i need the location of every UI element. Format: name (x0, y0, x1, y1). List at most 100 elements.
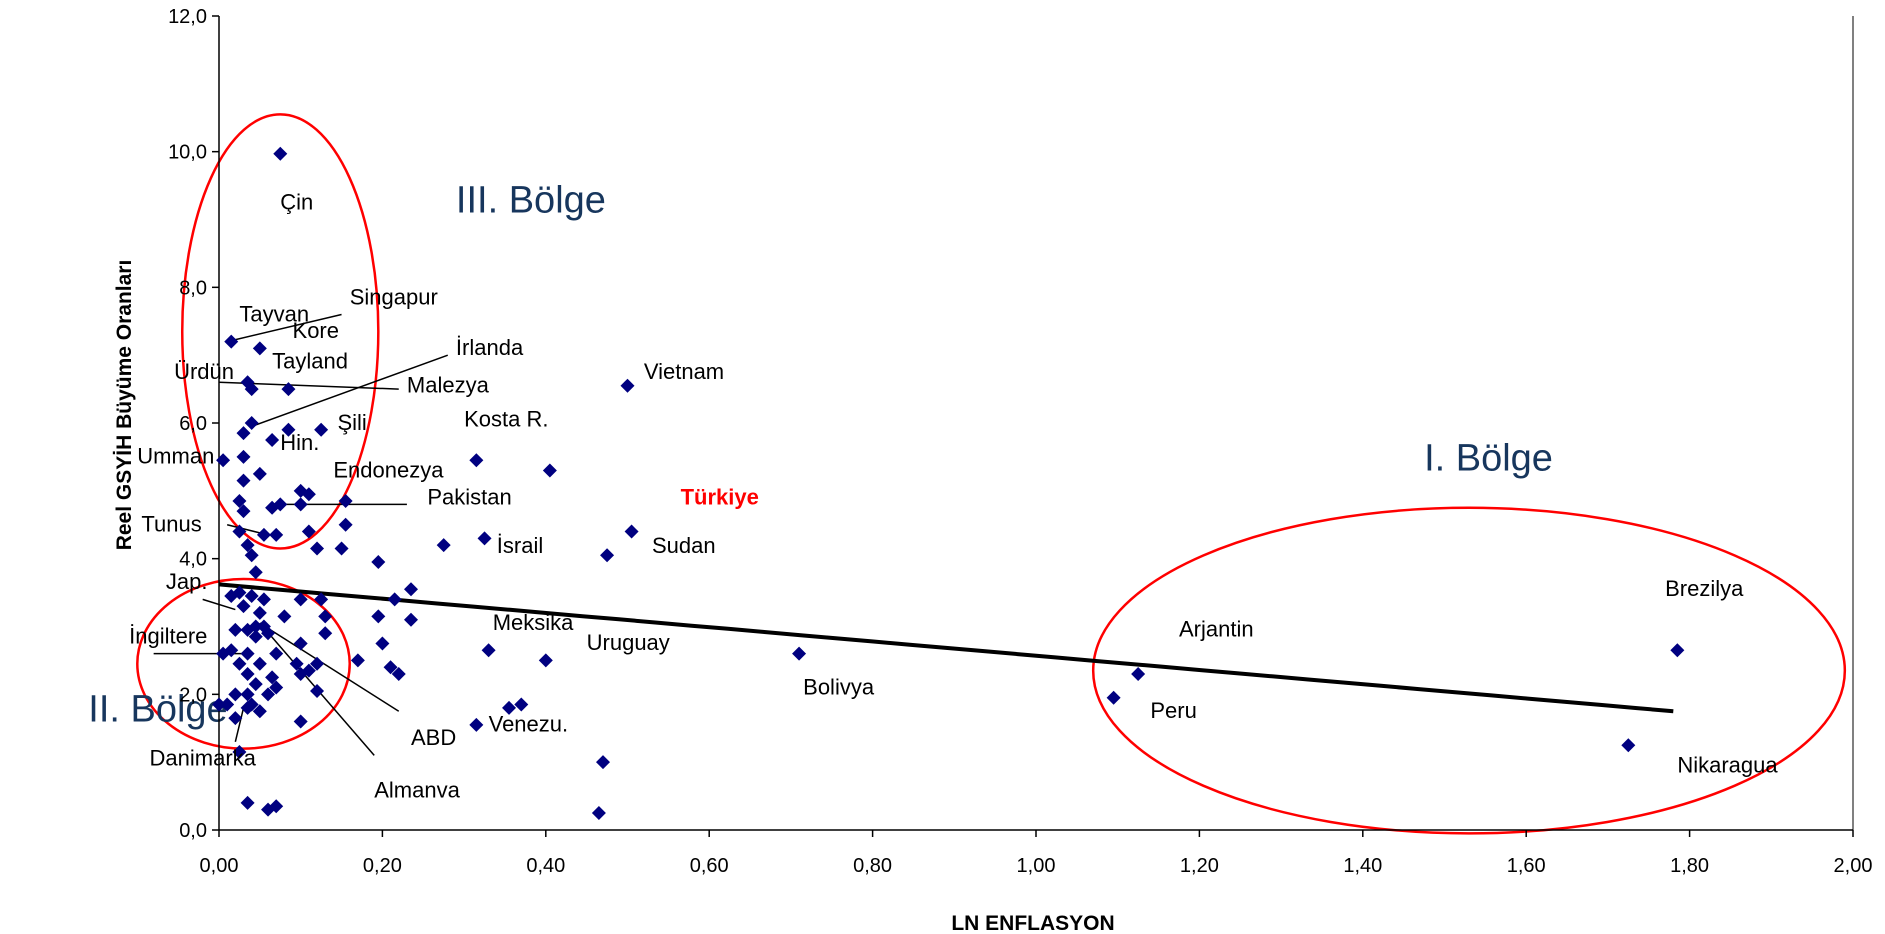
data-point (310, 683, 325, 698)
data-point (371, 609, 386, 624)
country-label: İrlanda (456, 335, 524, 360)
x-tick-label: 1,00 (1017, 855, 1056, 877)
data-point (232, 656, 247, 671)
country-label: Peru (1150, 698, 1196, 723)
country-label: Danimarka (150, 746, 257, 771)
country-label: Brezilya (1665, 576, 1744, 601)
y-tick-label: 6,0 (179, 413, 207, 435)
x-tick-label: 0,20 (363, 855, 402, 877)
data-point (252, 656, 267, 671)
data-point (436, 538, 451, 553)
data-point (252, 704, 267, 719)
data-point (236, 449, 251, 464)
data-point (293, 636, 308, 651)
data-point (314, 422, 329, 437)
x-tick-label: 0,60 (690, 855, 729, 877)
connector-line (234, 707, 245, 742)
data-point (371, 555, 386, 570)
data-point (338, 517, 353, 532)
data-point (281, 422, 296, 437)
regions-layer: III. Bölge II. Bölge I. Bölge (88, 113, 1847, 835)
country-label: Almanva (374, 777, 460, 802)
data-point (224, 334, 239, 349)
y-tick-label: 2,0 (179, 684, 207, 706)
data-point (244, 416, 259, 430)
country-label: Tunus (141, 512, 201, 537)
data-point (514, 697, 529, 712)
data-point (481, 643, 496, 658)
data-point (269, 680, 284, 695)
data-point (403, 582, 418, 597)
country-label: Jap. (166, 569, 208, 594)
country-label: İngiltere (129, 623, 207, 648)
x-tick-label: 1,60 (1507, 855, 1546, 877)
data-point (232, 524, 247, 539)
data-point (265, 670, 280, 685)
country-label: Pakistan (427, 484, 511, 509)
connector-line (251, 354, 449, 428)
data-point (318, 626, 333, 641)
data-point (240, 646, 255, 661)
data-point (248, 629, 263, 644)
country-label: Uruguay (587, 630, 670, 655)
data-point (318, 609, 333, 624)
x-tick-label: 0,40 (526, 855, 565, 877)
country-label: Singapur (350, 284, 438, 309)
data-point (338, 494, 353, 509)
data-point (265, 432, 280, 447)
data-point (469, 453, 484, 468)
country-label: Bolivya (803, 674, 875, 699)
data-point (334, 541, 349, 556)
data-point (542, 463, 557, 478)
country-label: Hin. (280, 430, 319, 455)
data-point (1621, 738, 1636, 753)
y-axis-title: Reel GSYİH Büyüme Oranları (113, 260, 136, 551)
data-point (1670, 643, 1685, 658)
data-point (240, 622, 255, 637)
data-point (269, 646, 284, 661)
y-tick-label: 0,0 (179, 820, 207, 842)
data-point (248, 565, 263, 580)
data-point (244, 588, 259, 603)
data-point (387, 592, 402, 607)
data-point (228, 622, 243, 637)
x-tick-label: 1,20 (1180, 855, 1219, 877)
data-point (477, 531, 492, 546)
country-label: Tayland (272, 349, 348, 374)
data-point (383, 660, 398, 675)
country-labels: Çin Tayvan Singapur Kore İrlanda Tayland Ürdün… (129, 189, 1778, 802)
data-point (269, 799, 284, 814)
data-point (252, 605, 267, 620)
data-point (1106, 690, 1121, 705)
y-tick-label: 12,0 (168, 6, 207, 28)
data-point (469, 717, 484, 732)
data-point (261, 687, 276, 702)
data-point (216, 453, 231, 468)
country-label: Sudan (652, 533, 716, 558)
data-point (252, 466, 267, 481)
data-point (620, 378, 635, 393)
y-tick-label: 10,0 (168, 142, 207, 164)
data-point (236, 473, 251, 488)
data-point (350, 653, 365, 668)
country-label: Ürdün (174, 359, 234, 384)
data-point (301, 487, 316, 502)
axes: 0,00 0,20 0,40 0,60 0,80 1,00 1,20 1,40 1,60 1,80… (168, 6, 1872, 877)
country-label: Kore (293, 318, 339, 343)
data-point (220, 697, 235, 712)
y-tick-label: 4,0 (179, 549, 207, 571)
data-point (403, 612, 418, 627)
region-label: II. Bölge (88, 688, 227, 730)
data-point (293, 497, 308, 512)
data-points (212, 146, 1685, 821)
country-label: Şili (337, 410, 366, 435)
x-tick-label: 1,80 (1670, 855, 1709, 877)
y-tick-label: 8,0 (179, 277, 207, 299)
data-point (248, 677, 263, 692)
data-point (591, 806, 606, 821)
data-point (289, 656, 304, 671)
region-ellipse (136, 577, 351, 750)
data-point (232, 744, 247, 759)
x-tick-label: 0,00 (200, 855, 239, 877)
